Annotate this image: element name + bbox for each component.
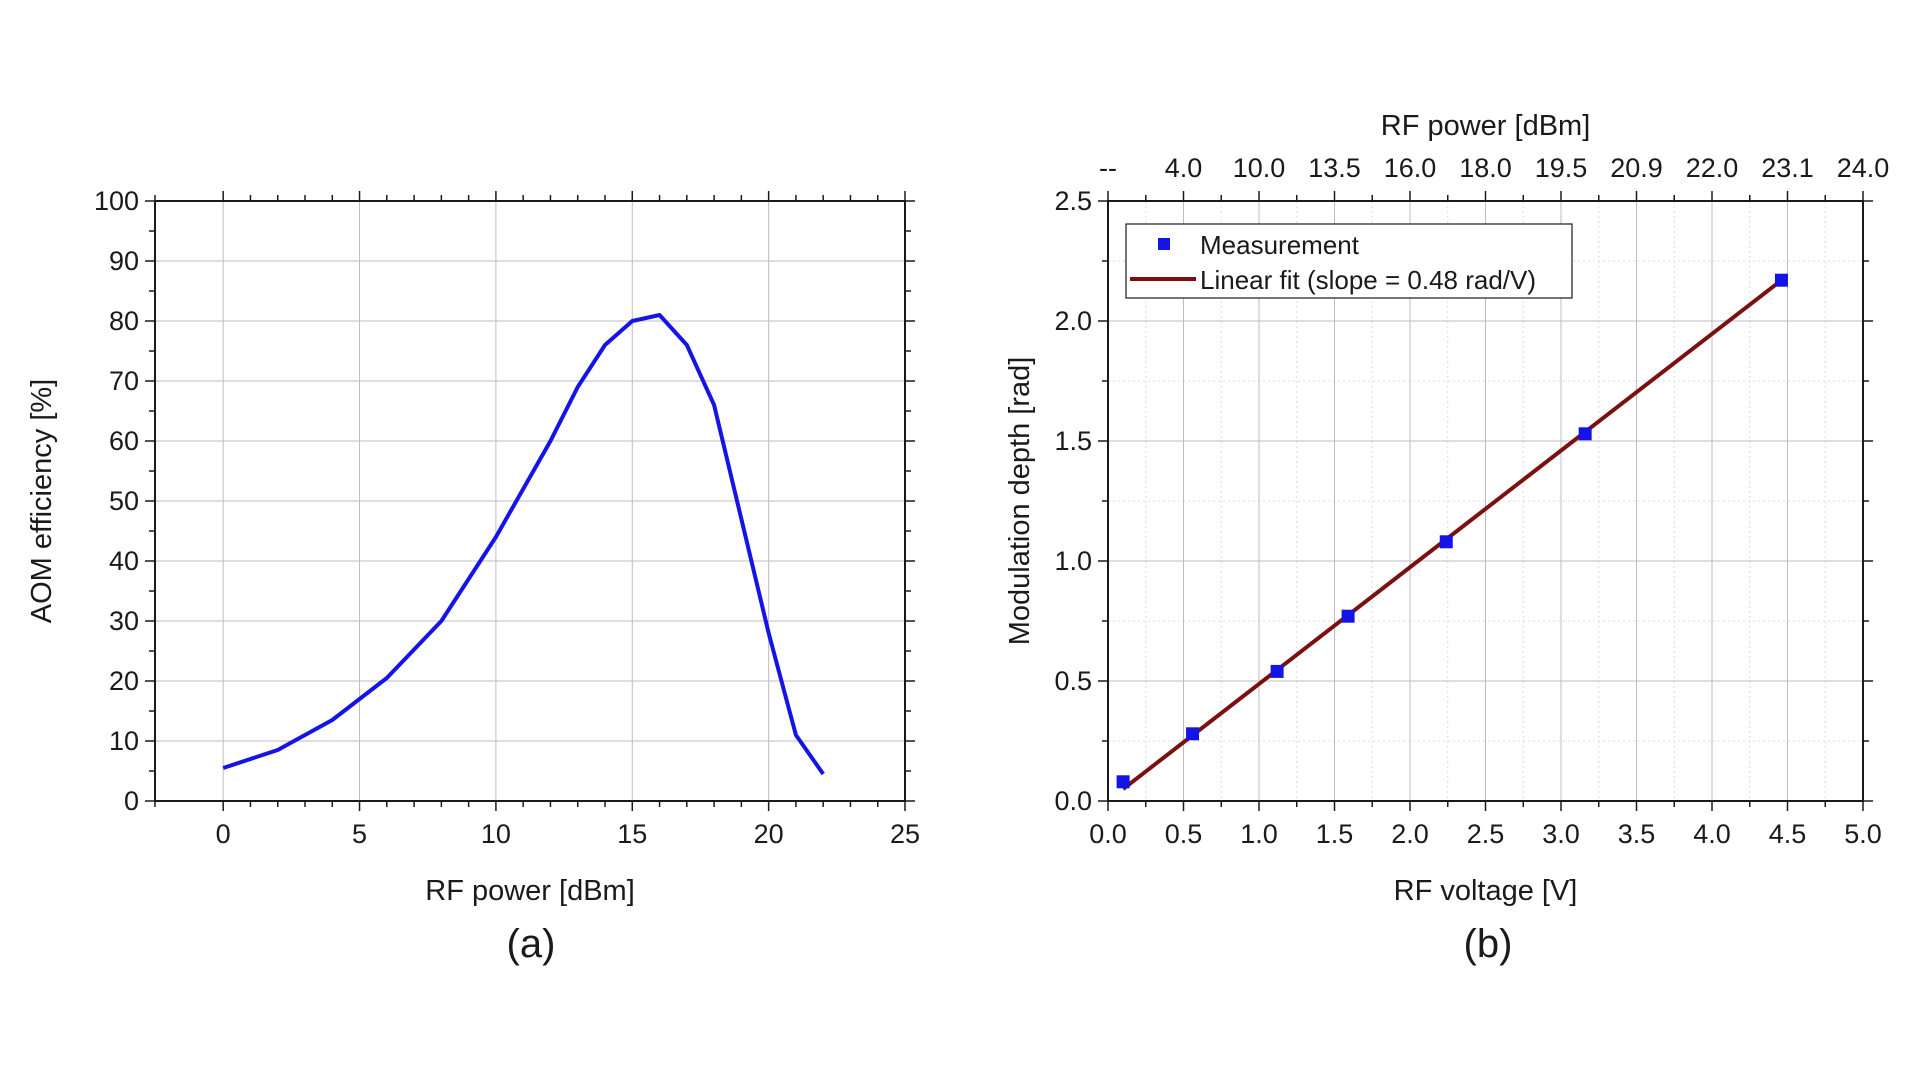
legend-box: [1125, 223, 1573, 299]
measurement-point: [1578, 427, 1592, 441]
x-tick-label: 2.0: [1391, 819, 1429, 849]
legend-marker-measurement: [1158, 238, 1170, 250]
top-tick-label: 4.0: [1165, 153, 1203, 183]
x-tick-label: 20: [754, 819, 784, 849]
measurement-point: [1774, 273, 1788, 287]
y-tick-label: 80: [109, 306, 139, 336]
legend-label-fit: Linear fit (slope = 0.48 rad/V): [1200, 265, 1536, 295]
top-tick-label: 18.0: [1459, 153, 1512, 183]
measurement-point: [1186, 727, 1200, 741]
y-tick-label: 2.0: [1054, 306, 1092, 336]
y-tick-label: 20: [109, 666, 139, 696]
y-tick-label: 2.5: [1054, 186, 1092, 216]
x-tick-label: 0.5: [1165, 819, 1203, 849]
x-tick-label: 5: [352, 819, 367, 849]
y-tick-label: 10: [109, 726, 139, 756]
x-tick-label: 2.5: [1467, 819, 1505, 849]
x-axis-label: RF voltage [V]: [1394, 875, 1578, 907]
measurement-point: [1439, 535, 1453, 549]
top-axis-label: RF power [dBm]: [1381, 110, 1591, 142]
y-tick-label: 1.0: [1054, 546, 1092, 576]
x-tick-label: 15: [617, 819, 647, 849]
y-tick-label: 40: [109, 546, 139, 576]
y-tick-label: 100: [94, 186, 139, 216]
measurement-point: [1270, 664, 1284, 678]
top-tick-label: 19.5: [1535, 153, 1588, 183]
y-tick-label: 0: [124, 786, 139, 816]
y-axis-label: AOM efficiency [%]: [26, 379, 58, 623]
y-tick-label: 70: [109, 366, 139, 396]
y-tick-label: 60: [109, 426, 139, 456]
measurement-point: [1341, 609, 1355, 623]
panel-label: (a): [507, 922, 556, 966]
y-tick-label: 0.5: [1054, 666, 1092, 696]
top-tick-label: 23.1: [1761, 153, 1814, 183]
top-tick-label: 10.0: [1233, 153, 1286, 183]
x-tick-label: 3.0: [1542, 819, 1580, 849]
x-tick-label: 25: [890, 819, 920, 849]
x-tick-label: 10: [481, 819, 511, 849]
panel-a-efficiency-chart: 0 5 10 15 20 25 0 10 20 30 40 50 60 70 80 90 100 RF power…: [26, 186, 920, 966]
y-tick-label: 1.5: [1054, 426, 1092, 456]
x-tick-label: 5.0: [1844, 819, 1882, 849]
top-tick-label: 22.0: [1686, 153, 1739, 183]
x-tick-label: 1.0: [1240, 819, 1278, 849]
x-axis-label: RF power [dBm]: [425, 875, 635, 907]
top-tick-label: --: [1099, 153, 1117, 183]
panel-label: (b): [1464, 922, 1513, 966]
y-axis-label: Modulation depth [rad]: [1004, 357, 1036, 646]
top-tick-label: 20.9: [1610, 153, 1663, 183]
top-tick-label: 13.5: [1308, 153, 1361, 183]
y-tick-label: 90: [109, 246, 139, 276]
x-tick-label: 0: [216, 819, 231, 849]
y-tick-label: 30: [109, 606, 139, 636]
efficiency-line: [222, 313, 825, 776]
panel-b-modulation-chart: 0.0 0.5 1.0 1.5 2.0 2.5 3.0 3.5 4.0 4.5 5.0 0.0 0.5 1…: [1004, 110, 1889, 966]
measurement-point: [1116, 775, 1130, 789]
top-tick-label: 16.0: [1384, 153, 1437, 183]
legend-label-measurement: Measurement: [1200, 230, 1360, 260]
x-tick-label: 3.5: [1618, 819, 1656, 849]
x-tick-label: 4.5: [1769, 819, 1807, 849]
y-tick-label: 50: [109, 486, 139, 516]
top-tick-label: 24.0: [1837, 153, 1890, 183]
x-tick-label: 1.5: [1316, 819, 1354, 849]
y-tick-label: 0.0: [1054, 786, 1092, 816]
x-tick-label: 4.0: [1693, 819, 1731, 849]
linear-fit-line: [1121, 278, 1783, 791]
x-tick-label: 0.0: [1089, 819, 1127, 849]
